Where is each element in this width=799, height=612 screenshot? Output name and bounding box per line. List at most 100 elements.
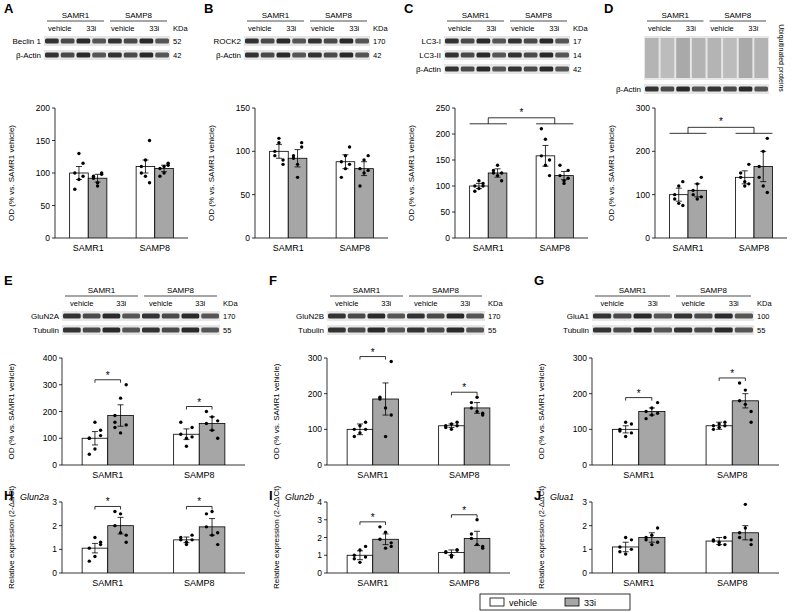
y-tick (59, 573, 62, 574)
y-axis (655, 108, 656, 238)
data-point (450, 554, 453, 557)
blot-lane-label: 33i (748, 24, 758, 33)
blot-lane-label: 33i (286, 24, 296, 33)
bar (536, 156, 555, 238)
y-tick (52, 238, 55, 239)
data-point (185, 437, 188, 440)
y-tick-label: 0 (582, 568, 587, 578)
data-point (712, 424, 715, 427)
blot-band (447, 314, 465, 319)
bar (639, 412, 665, 466)
blot-band (477, 39, 491, 44)
y-tick (452, 134, 455, 135)
data-point (99, 434, 102, 437)
data-point (749, 538, 752, 541)
data-point (677, 184, 680, 187)
data-point (747, 182, 750, 185)
blot-band (661, 87, 675, 92)
error-line (78, 167, 79, 180)
blot-lane-label: vehicle (414, 299, 437, 308)
error-cap (474, 531, 480, 532)
y-tick-label: 0 (645, 233, 650, 243)
blot-band-label: β-Actin (216, 51, 241, 60)
error-line (145, 160, 146, 173)
data-point (691, 189, 694, 192)
y-tick-label: 100 (636, 190, 650, 200)
bar (706, 541, 732, 573)
data-point (384, 406, 387, 409)
blot-strip (327, 311, 485, 321)
category-label: SAMP8 (184, 470, 215, 480)
data-point (630, 548, 633, 551)
blot-band (593, 328, 611, 333)
sig-label: * (371, 512, 375, 523)
data-point (723, 421, 726, 424)
bar (174, 540, 200, 573)
blot-band (92, 53, 106, 58)
y-tick-label: 50 (241, 190, 251, 200)
blot-lane-label: vehicle (335, 299, 358, 308)
y-tick (52, 205, 55, 206)
blot-band (524, 53, 538, 58)
y-axis (455, 108, 456, 238)
blot-band-label: Tubulin (298, 326, 324, 335)
error-bar (183, 429, 189, 440)
blot-band (676, 87, 690, 92)
panel: FSAMR1SAMP8vehicle33ivehicle33iKDaGluN2B… (269, 273, 510, 480)
blot-band (654, 314, 672, 319)
data-point (273, 154, 276, 157)
data-point (353, 554, 356, 557)
bar (199, 527, 225, 573)
error-line (545, 145, 546, 166)
blot-band (540, 39, 554, 44)
data-point (723, 424, 726, 427)
blot-band (155, 39, 169, 44)
error-bar (95, 174, 101, 182)
panel: ASAMR1SAMP8vehicle33ivehicle33iKDaBeclin… (4, 1, 188, 253)
error-cap (742, 170, 748, 171)
data-point (389, 545, 392, 548)
panel: GSAMR1SAMP8vehicle33ivehicle33iKDaGluA11… (534, 273, 779, 480)
blot-band (508, 67, 522, 72)
error-bar (542, 145, 548, 166)
blot-strip (327, 325, 485, 335)
blot-band-label: Ubiquitinated proteins (777, 24, 785, 92)
data-point (73, 188, 76, 191)
data-point (140, 165, 143, 168)
group-underline (647, 21, 704, 22)
sig-label: * (197, 496, 201, 507)
blot-group-label: SAMP8 (167, 286, 195, 295)
panel-subtitle: Glua1 (550, 492, 574, 502)
y-tick (452, 160, 455, 161)
data-point (744, 526, 747, 529)
error-bar (760, 151, 766, 181)
error-line (625, 542, 626, 551)
y-tick-label: 150 (436, 155, 450, 165)
panel-subtitle: Glun2a (20, 492, 49, 502)
data-point (470, 532, 473, 535)
y-tick-label: 300 (573, 353, 587, 363)
data-point (210, 510, 213, 513)
data-point (378, 525, 381, 528)
data-point (766, 137, 769, 140)
bar (174, 434, 200, 465)
y-tick (589, 465, 592, 466)
error-line (625, 426, 626, 433)
blot-band (340, 39, 354, 44)
y-axis-label: Relative expression (2-ΔΔCt) (272, 486, 281, 590)
data-point (455, 548, 458, 551)
y-tick-label: 50 (41, 201, 51, 211)
data-point (300, 141, 303, 144)
data-point (650, 413, 653, 416)
data-point (119, 431, 122, 434)
error-bar (716, 538, 722, 545)
blot-band-label: LC3-II (419, 51, 441, 60)
blot-lane-label: vehicle (511, 24, 534, 33)
blot-smear (692, 38, 706, 78)
y-tick (652, 238, 655, 239)
blot-band (407, 328, 425, 333)
blot-band (324, 39, 338, 44)
y-tick-label: 0 (445, 233, 450, 243)
blot-band (124, 39, 138, 44)
blot-band (445, 67, 459, 72)
